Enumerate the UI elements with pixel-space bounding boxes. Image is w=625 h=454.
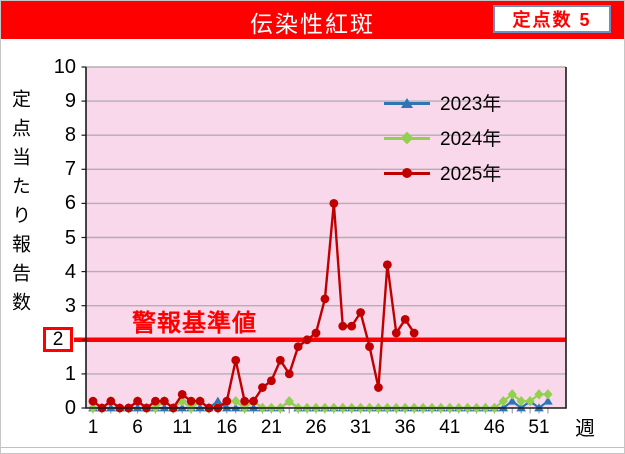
data-point xyxy=(231,355,241,365)
data-point xyxy=(88,396,98,406)
data-point xyxy=(249,396,258,406)
data-point xyxy=(543,389,553,400)
data-point xyxy=(106,396,116,406)
y-axis-title: 定点当たり報告数 xyxy=(9,89,30,321)
legend-item: 2023年 xyxy=(384,85,501,120)
series-2025年 xyxy=(88,199,419,413)
sentinel-count-badge: 定点数 5 xyxy=(493,5,611,33)
data-point xyxy=(159,396,169,406)
data-point xyxy=(365,342,374,352)
y-tick-label: 0 xyxy=(64,397,76,419)
x-tick-label: 6 xyxy=(132,417,143,438)
x-tick-label: 21 xyxy=(260,417,282,438)
x-tick-label: 46 xyxy=(483,417,505,438)
data-point xyxy=(213,396,223,405)
data-point xyxy=(177,389,187,399)
y-tick-label: 6 xyxy=(64,192,76,215)
window-bottom-edge xyxy=(1,447,624,448)
y-tick-label: 4 xyxy=(64,260,76,283)
x-tick-label: 41 xyxy=(439,417,461,438)
x-tick-label: 36 xyxy=(394,417,416,438)
legend-item: 2024年 xyxy=(384,120,501,155)
data-point xyxy=(222,396,232,406)
x-tick-label: 16 xyxy=(216,417,238,438)
y-tick-label: 10 xyxy=(53,56,76,78)
legend-circle-icon xyxy=(384,167,430,179)
data-point xyxy=(543,396,553,405)
data-point xyxy=(284,369,294,379)
data-point xyxy=(534,389,544,400)
data-point xyxy=(275,355,285,365)
data-point xyxy=(356,308,365,317)
alert-threshold-label: 警報基準値 xyxy=(132,310,257,337)
legend-triangle-icon xyxy=(384,97,430,109)
header-bar: 伝染性紅斑 定点数 5 xyxy=(1,1,624,39)
x-tick-label: 31 xyxy=(350,417,372,438)
x-tick-label: 1 xyxy=(87,417,99,438)
x-tick-label: 51 xyxy=(528,417,550,438)
data-point xyxy=(400,314,410,324)
x-tick-label: 26 xyxy=(305,417,327,438)
data-point xyxy=(338,321,348,331)
legend-item: 2025年 xyxy=(384,155,501,190)
data-point xyxy=(231,395,241,407)
y-tick-label: 8 xyxy=(64,124,76,147)
data-point xyxy=(382,260,392,270)
data-point xyxy=(195,396,205,406)
data-point xyxy=(151,396,160,406)
data-point xyxy=(311,328,321,338)
legend-label: 2024年 xyxy=(440,129,502,150)
page-title: 伝染性紅斑 xyxy=(250,11,375,37)
legend-diamond-icon xyxy=(384,131,430,144)
data-point xyxy=(302,335,312,345)
legend-label: 2025年 xyxy=(440,164,502,185)
data-point xyxy=(258,383,267,392)
data-point xyxy=(329,199,339,208)
y-tick-label-alert: 2 xyxy=(43,327,73,353)
data-point xyxy=(186,396,196,406)
data-point xyxy=(240,396,250,406)
data-point xyxy=(347,321,357,331)
data-point xyxy=(498,395,508,407)
data-point xyxy=(525,395,535,407)
data-point xyxy=(507,396,518,405)
y-tick-label: 3 xyxy=(64,294,76,317)
data-point xyxy=(391,328,401,338)
legend-label: 2023年 xyxy=(440,94,502,115)
chart-legend: 2023年 2024年 2025年 xyxy=(384,85,501,190)
data-point xyxy=(267,376,276,386)
data-point xyxy=(507,389,517,400)
data-point xyxy=(320,294,330,304)
data-point xyxy=(516,395,526,407)
y-tick-label: 9 xyxy=(64,90,76,113)
data-point xyxy=(374,383,383,392)
data-point xyxy=(293,342,303,352)
y-tick-label: 7 xyxy=(64,158,76,181)
x-axis-title: 週 xyxy=(575,418,595,440)
y-tick-label: 5 xyxy=(64,226,76,249)
data-point xyxy=(409,328,419,338)
data-point xyxy=(133,396,143,406)
y-tick-label: 1 xyxy=(64,362,76,385)
x-tick-label: 11 xyxy=(172,417,193,438)
data-point xyxy=(284,395,294,407)
